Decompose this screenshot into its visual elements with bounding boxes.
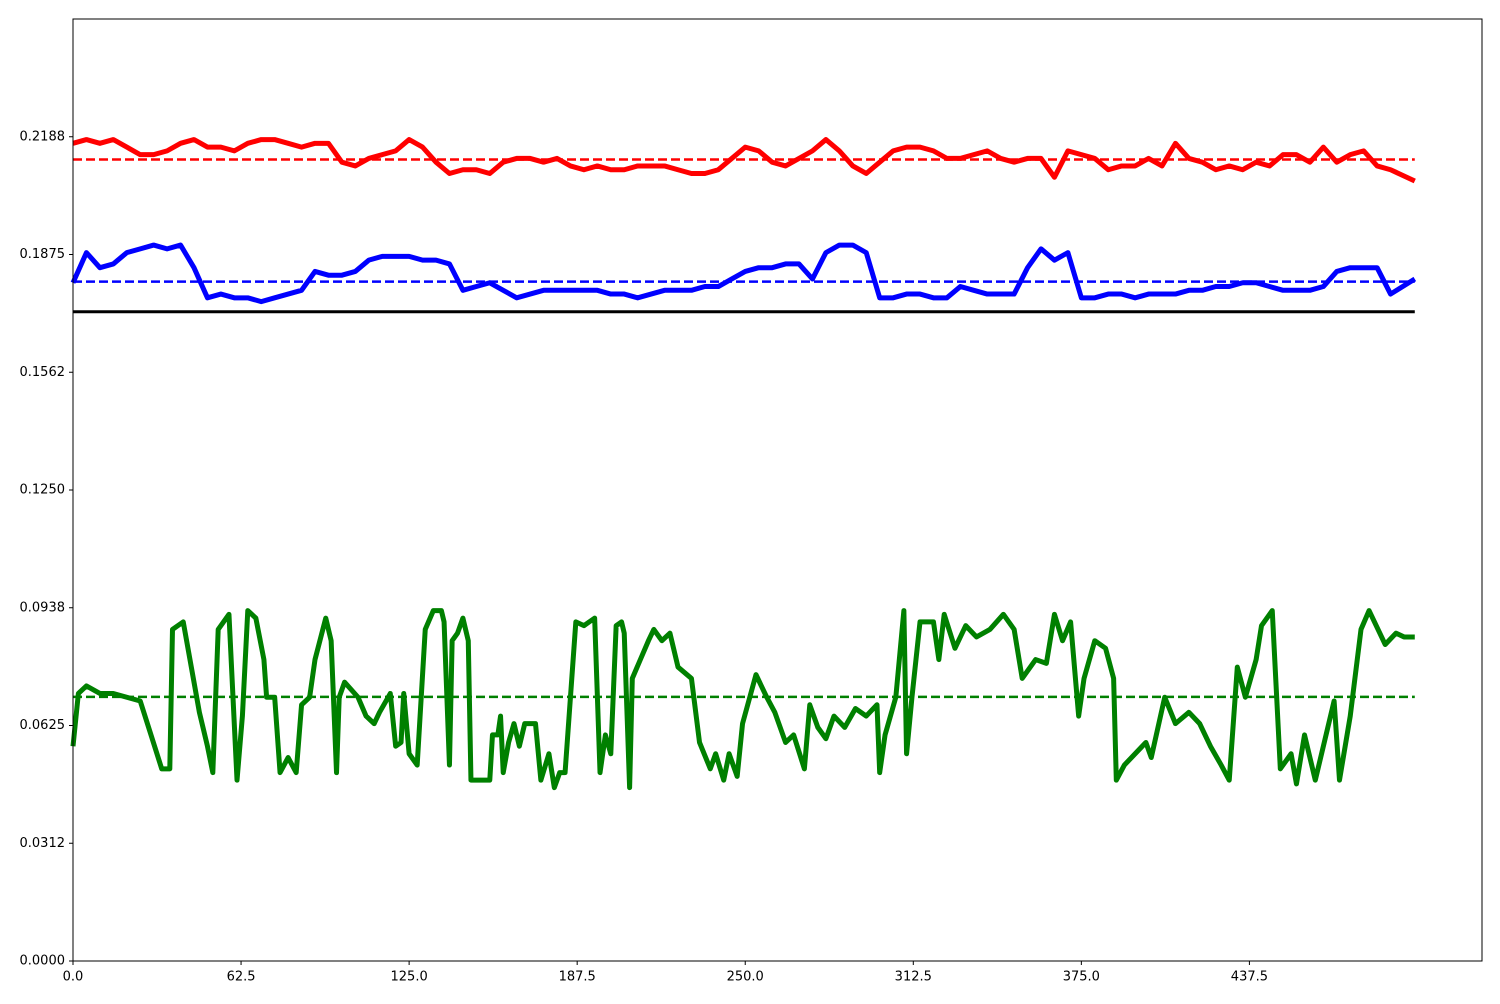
y-tick-label: 0.1562 xyxy=(20,365,66,380)
y-tick-label: 0.0625 xyxy=(20,718,66,733)
series-line xyxy=(72,137,1416,184)
x-tick-label: 312.5 xyxy=(895,970,932,985)
x-tick-label: 375.0 xyxy=(1063,970,1100,985)
x-tick-label: 250.0 xyxy=(727,970,764,985)
y-tick-label: 0.2188 xyxy=(20,129,66,144)
y-tick-label: 0.0312 xyxy=(20,836,66,851)
series-line xyxy=(70,608,1415,791)
x-tick-label: 62.5 xyxy=(227,970,256,985)
x-tick-label: 187.5 xyxy=(559,970,596,985)
x-tick-label: 437.5 xyxy=(1231,970,1268,985)
y-tick-label: 0.1250 xyxy=(20,483,66,498)
y-tick-label: 0.0938 xyxy=(20,600,66,615)
x-tick-label: 125.0 xyxy=(391,970,428,985)
x-tick-label: 0.0 xyxy=(63,970,84,985)
plot-area xyxy=(70,137,1417,791)
y-tick-label: 0.0000 xyxy=(20,954,66,969)
series-line xyxy=(70,242,1417,305)
y-tick-label: 0.1875 xyxy=(20,247,66,262)
